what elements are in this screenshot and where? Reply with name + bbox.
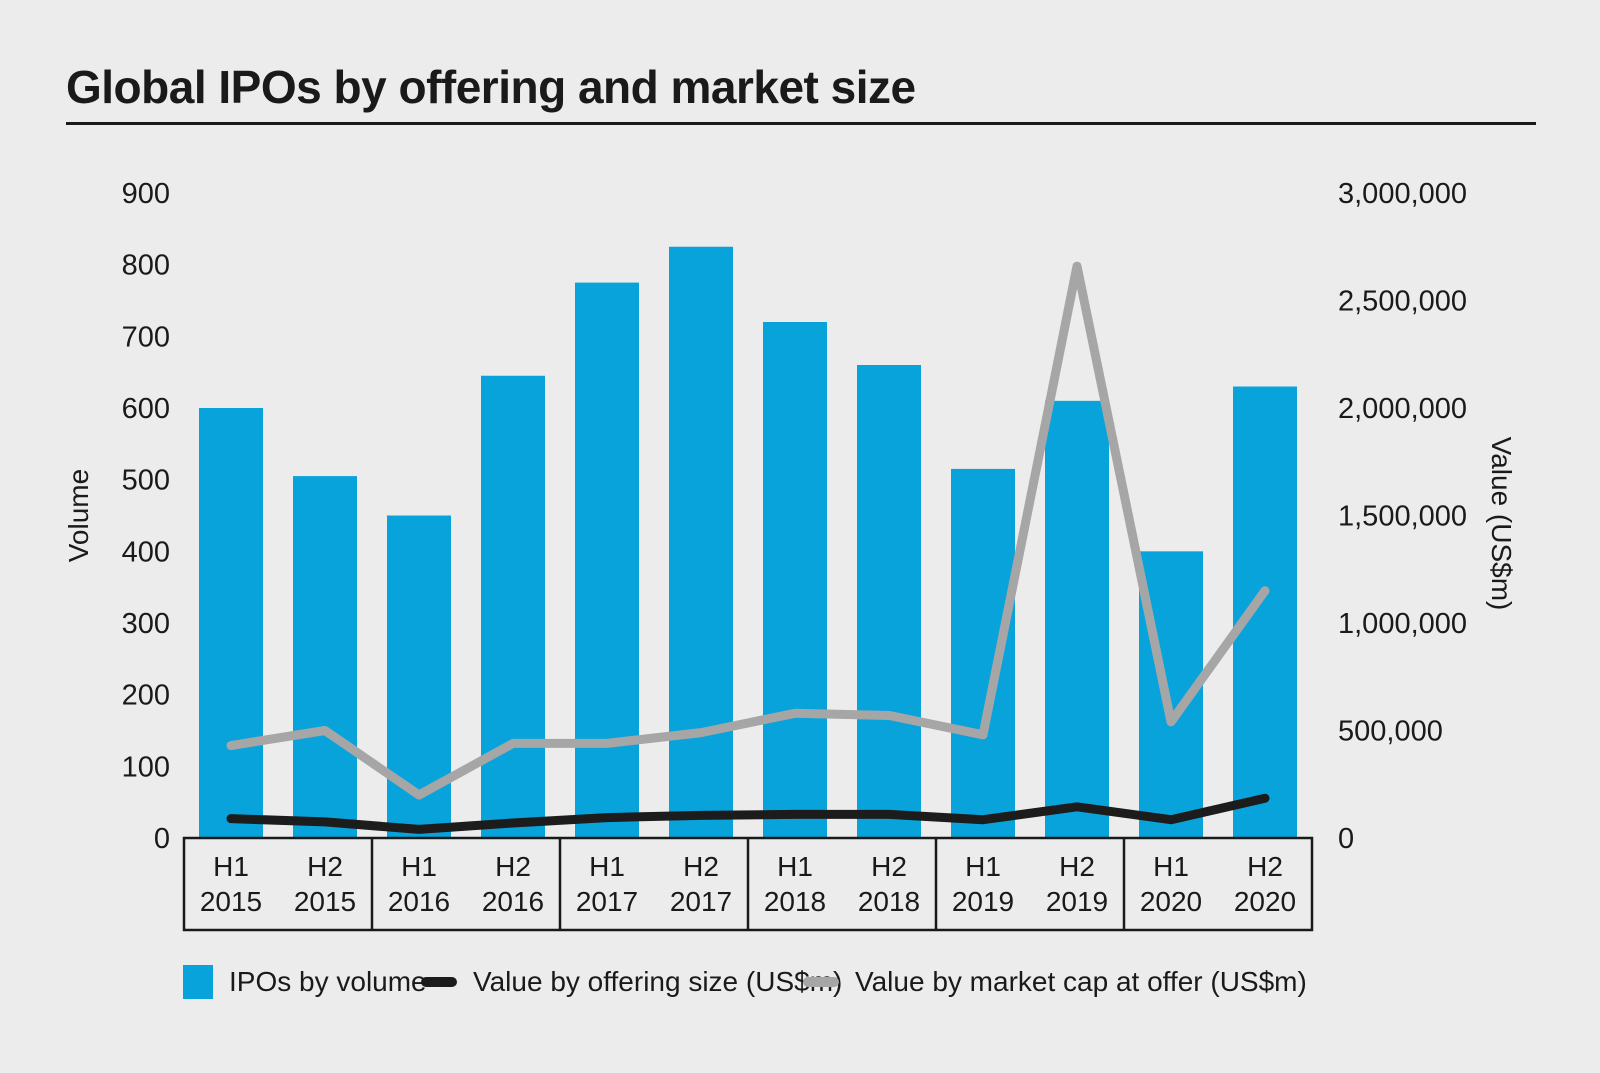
x-label-year: 2020 [1234, 886, 1296, 917]
left-axis-tick: 600 [122, 393, 170, 425]
legend-label-market-cap: Value by market cap at offer (US$m) [855, 966, 1307, 997]
right-axis-tick: 1,000,000 [1338, 608, 1467, 640]
market-cap-line-swatch-icon [803, 977, 839, 987]
left-axis-tick: 500 [122, 465, 170, 497]
left-axis-tick: 400 [122, 536, 170, 568]
left-axis-tick: 300 [122, 608, 170, 640]
right-axis-tick: 1,500,000 [1338, 501, 1467, 533]
bar-h2-2016 [481, 375, 545, 838]
volume-bar-swatch-icon [183, 965, 213, 999]
left-axis-tick: 200 [122, 680, 170, 712]
market-cap-line [226, 261, 1270, 800]
left-axis-tick: 0 [154, 823, 170, 855]
x-label-year: 2015 [294, 886, 356, 917]
legend-item-volume: IPOs by volume [183, 960, 427, 1004]
x-label-year: 2015 [200, 886, 262, 917]
right-axis-title: Value (US$m) [1486, 437, 1517, 611]
x-label-year: 2016 [482, 886, 544, 917]
legend-label-volume: IPOs by volume [229, 966, 427, 997]
x-label-half: H1 [965, 851, 1001, 882]
legend-label-offering-size: Value by offering size (US$m) [473, 966, 843, 997]
legend-item-offering-size: Value by offering size (US$m) [421, 960, 842, 1004]
bar-h1-2018 [763, 322, 827, 838]
left-axis-tick: 700 [122, 321, 170, 353]
offering-size-line [226, 793, 1270, 834]
x-label-year: 2020 [1140, 886, 1202, 917]
x-label-half: H2 [871, 851, 907, 882]
left-axis-tick: 900 [122, 178, 170, 210]
page-title: Global IPOs by offering and market size [66, 61, 916, 113]
bar-h2-2020 [1233, 386, 1297, 838]
x-label-year: 2018 [764, 886, 826, 917]
right-axis-tick: 2,500,000 [1338, 286, 1467, 318]
bar-h1-2019 [951, 468, 1015, 838]
x-label-year: 2018 [858, 886, 920, 917]
left-axis-tick: 100 [122, 751, 170, 783]
title-rule [66, 122, 1536, 125]
x-label-half: H2 [307, 851, 343, 882]
x-label-half: H2 [683, 851, 719, 882]
legend-item-market-cap: Value by market cap at offer (US$m) [803, 960, 1307, 1004]
right-axis-tick: 500,000 [1338, 716, 1443, 748]
left-axis-title: Volume [63, 469, 94, 562]
x-label-year: 2019 [952, 886, 1014, 917]
x-label-year: 2019 [1046, 886, 1108, 917]
bar-h2-2015 [293, 476, 357, 838]
right-axis-tick: 0 [1338, 823, 1354, 855]
offering-size-line-swatch-icon [421, 977, 457, 987]
right-axis-tick: 2,000,000 [1338, 393, 1467, 425]
left-axis-tick: 800 [122, 250, 170, 282]
x-label-half: H2 [1247, 851, 1283, 882]
x-label-year: 2017 [576, 886, 638, 917]
x-label-half: H2 [1059, 851, 1095, 882]
bar-h1-2017 [575, 282, 639, 838]
right-axis-tick: 3,000,000 [1338, 178, 1467, 210]
bar-h2-2019 [1045, 400, 1109, 838]
bar-h2-2017 [669, 246, 733, 838]
bar-h1-2015 [199, 408, 263, 838]
x-label-half: H1 [777, 851, 813, 882]
x-label-half: H1 [213, 851, 249, 882]
x-label-year: 2016 [388, 886, 450, 917]
bar-h2-2018 [857, 365, 921, 838]
x-label-half: H1 [1153, 851, 1189, 882]
x-label-year: 2017 [670, 886, 732, 917]
x-label-half: H1 [589, 851, 625, 882]
x-label-half: H1 [401, 851, 437, 882]
x-label-half: H2 [495, 851, 531, 882]
